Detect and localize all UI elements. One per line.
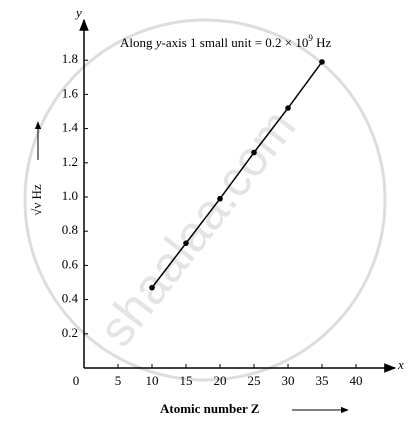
x-label: Atomic number Z: [160, 401, 260, 416]
point: [251, 149, 257, 156]
x-tick-label: 35: [316, 373, 329, 388]
x-tick-label: 15: [180, 373, 193, 388]
y-label: √ν Hz: [29, 184, 44, 216]
watermark-circle: [23, 18, 387, 382]
x-tick-label: 10: [146, 373, 159, 388]
y-tick-label: 0.6: [62, 256, 79, 271]
y-label-group: √ν Hz: [29, 121, 44, 216]
point: [217, 195, 223, 202]
point: [319, 59, 325, 65]
y-tick-label: 1.8: [62, 51, 78, 66]
line: [151, 61, 323, 289]
x-tick-label: 0: [73, 373, 80, 388]
point: [183, 240, 189, 246]
x-tick-label: 30: [282, 373, 295, 388]
y-tick-label: 1.0: [62, 188, 78, 203]
y-tick-label: 1.6: [62, 85, 79, 100]
y-tick-label: 1.4: [62, 120, 79, 135]
x-axis-name: x: [397, 357, 404, 372]
y-tick-label: 0.2: [62, 325, 78, 340]
annotation: Along y-axis 1 small unit = 0.2 × 109 Hz: [120, 33, 331, 50]
x-tick-label: 5: [115, 373, 122, 388]
y-tick-label: 1.2: [62, 154, 78, 169]
x-tick-label: 40: [350, 373, 363, 388]
point: [149, 284, 155, 291]
point: [285, 105, 291, 111]
y-axis-name: y: [74, 5, 82, 20]
y-tick-label: 0.4: [62, 291, 79, 306]
y-tick-label: 0.8: [62, 222, 78, 237]
x-tick-label: 25: [248, 373, 261, 388]
x-tick-label: 20: [214, 373, 227, 388]
